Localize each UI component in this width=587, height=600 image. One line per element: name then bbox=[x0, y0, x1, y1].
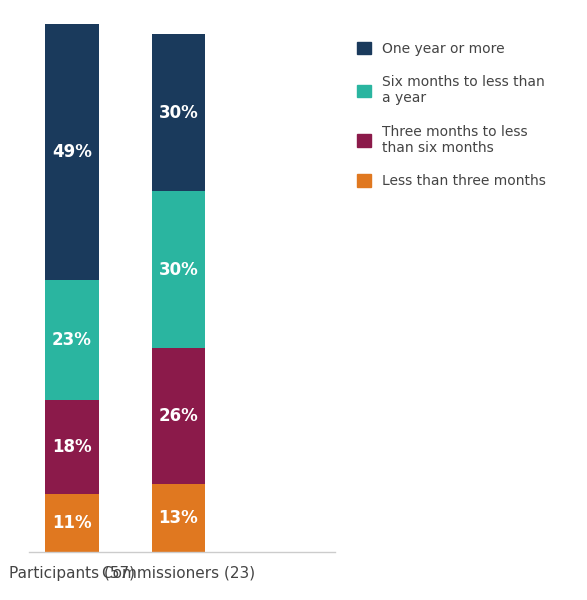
Text: 49%: 49% bbox=[52, 143, 92, 161]
Text: 13%: 13% bbox=[158, 509, 198, 527]
Text: 23%: 23% bbox=[52, 331, 92, 349]
Bar bbox=[45, 24, 99, 280]
Bar bbox=[45, 400, 99, 494]
Text: 11%: 11% bbox=[52, 514, 92, 532]
Bar bbox=[45, 280, 99, 400]
Bar bbox=[152, 484, 205, 552]
Bar bbox=[45, 494, 99, 552]
Text: 30%: 30% bbox=[158, 104, 198, 122]
Bar bbox=[152, 348, 205, 484]
Bar bbox=[152, 191, 205, 348]
Bar bbox=[152, 34, 205, 191]
Text: 18%: 18% bbox=[52, 439, 92, 457]
Legend: One year or more, Six months to less than
a year, Three months to less
than six : One year or more, Six months to less tha… bbox=[357, 41, 546, 188]
Text: 26%: 26% bbox=[158, 407, 198, 425]
Text: 30%: 30% bbox=[158, 261, 198, 279]
